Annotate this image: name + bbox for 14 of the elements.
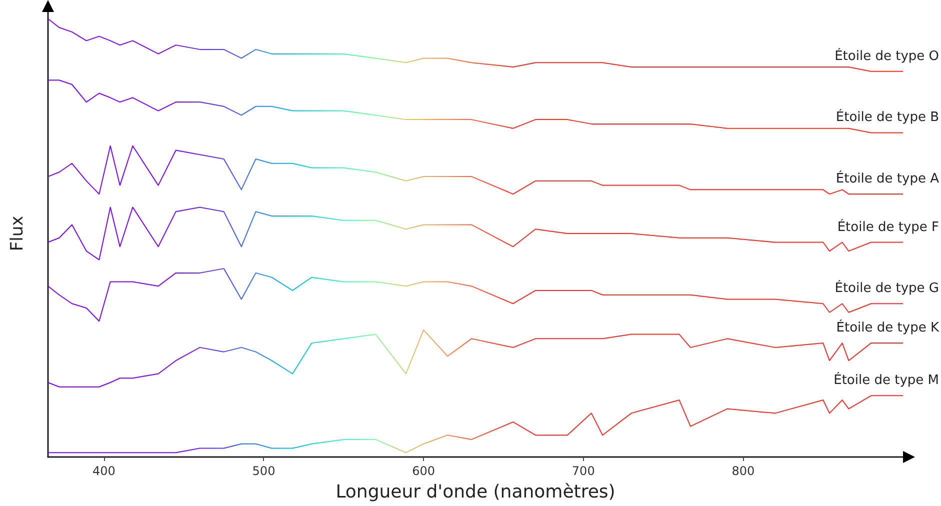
x-tick-label: 500 bbox=[252, 464, 276, 478]
y-axis-title: Flux bbox=[8, 216, 28, 252]
series-label: Étoile de type M bbox=[834, 371, 939, 388]
series-label: Étoile de type G bbox=[834, 279, 939, 296]
series-label: Étoile de type F bbox=[837, 218, 939, 235]
series-label: Étoile de type B bbox=[836, 108, 939, 126]
series-label: Étoile de type O bbox=[834, 46, 939, 64]
x-axis-title: Longueur d'onde (nanomètres) bbox=[336, 482, 616, 502]
series-label: Étoile de type K bbox=[836, 318, 940, 336]
x-tick-label: 800 bbox=[732, 464, 755, 478]
x-tick-label: 400 bbox=[92, 464, 116, 478]
x-tick-label: 600 bbox=[412, 464, 436, 478]
x-tick-label: 700 bbox=[572, 464, 595, 478]
series-label: Étoile de type A bbox=[836, 170, 940, 187]
